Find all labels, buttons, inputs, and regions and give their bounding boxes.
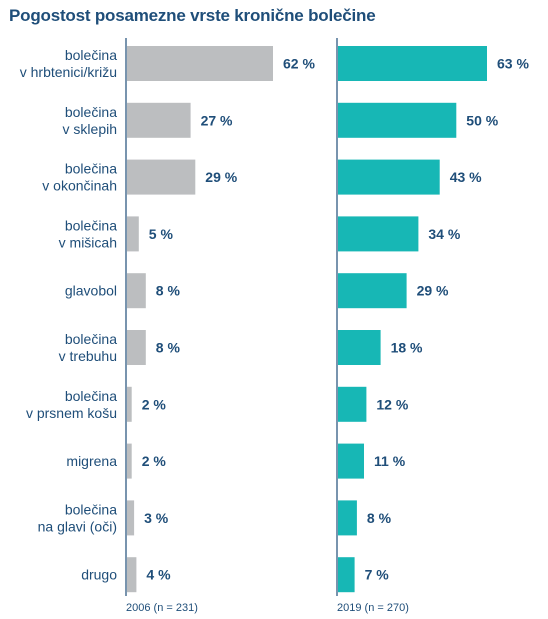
category-label-line: v okončinah <box>42 178 117 194</box>
value-label: 2 % <box>142 396 167 412</box>
category-label: glavobol <box>65 283 117 299</box>
value-label: 29 % <box>417 283 449 299</box>
category-label-line: bolečina <box>65 161 117 177</box>
bar-2006 <box>127 46 273 81</box>
value-label: 2 % <box>142 453 167 469</box>
panel-label-2006: 2006 (n = 231) <box>126 602 198 614</box>
panel-2006: 62 % 27 % 29 % 5 % 8 % 8 % 2 % 2 % 3 % 4 % 2006 (n… <box>125 38 315 614</box>
bar-2006 <box>127 386 132 422</box>
category-label-line: migrena <box>66 453 117 469</box>
bar-2019 <box>338 557 355 593</box>
category-label-line: v hrbtenici/križu <box>20 64 117 80</box>
panel-2019: 63 % 50 % 43 % 34 % 29 % 18 % 12 % 11 % 8 % 7 % 20… <box>336 38 529 614</box>
category-label-line: v mišicah <box>59 234 117 250</box>
value-label: 18 % <box>391 340 423 356</box>
value-label: 27 % <box>201 112 233 128</box>
value-label: 8 % <box>156 283 181 299</box>
bar-2006 <box>127 102 191 138</box>
category-label: bolečina v okončinah <box>42 161 117 194</box>
category-label-line: bolečina <box>65 501 117 517</box>
category-label-line: v trebuhu <box>59 348 117 364</box>
category-label-line: na glavi (oči) <box>38 518 117 534</box>
value-label: 50 % <box>466 112 498 128</box>
category-label: migrena <box>66 453 117 469</box>
category-label: bolečina v mišicah <box>59 217 118 250</box>
value-label: 5 % <box>149 226 174 242</box>
value-label: 11 % <box>374 453 406 469</box>
value-label: 63 % <box>497 56 529 72</box>
value-label: 29 % <box>205 169 237 185</box>
bar-2006 <box>127 330 146 365</box>
bar-2019 <box>338 386 367 422</box>
value-label: 34 % <box>428 226 460 242</box>
bar-2019 <box>338 500 357 536</box>
bar-2006 <box>127 557 137 593</box>
category-label-line: v sklepih <box>63 121 117 137</box>
bar-2006 <box>127 273 146 309</box>
value-label: 43 % <box>450 169 482 185</box>
category-label-line: bolečina <box>65 47 117 63</box>
value-label: 4 % <box>146 567 171 583</box>
category-label: bolečina v prsnem košu <box>26 388 117 421</box>
bar-2006 <box>127 159 196 195</box>
value-label: 3 % <box>144 510 169 526</box>
bar-2006 <box>127 500 135 536</box>
value-label: 7 % <box>365 567 390 583</box>
value-label: 62 % <box>283 56 315 72</box>
bar-2019 <box>338 443 364 479</box>
category-label-line: glavobol <box>65 283 117 299</box>
bar-2019 <box>338 216 419 252</box>
category-label: bolečina v hrbtenici/križu <box>20 47 117 80</box>
panel-label-2019: 2019 (n = 270) <box>337 602 409 614</box>
bar-2019 <box>338 330 381 365</box>
bar-2006 <box>127 443 132 479</box>
category-label: bolečina v sklepih <box>63 104 118 137</box>
category-label-line: bolečina <box>65 331 117 347</box>
value-label: 8 % <box>367 510 392 526</box>
bar-2019 <box>338 102 457 138</box>
value-label: 12 % <box>376 396 408 412</box>
category-label-line: drugo <box>81 567 117 583</box>
value-label: 8 % <box>156 340 181 356</box>
bar-2019 <box>338 46 487 81</box>
chart-title: Pogostost posamezne vrste kronične boleč… <box>9 6 376 25</box>
category-label: bolečina na glavi (oči) <box>38 501 118 534</box>
category-label-line: bolečina <box>65 388 117 404</box>
category-label: drugo <box>81 567 117 583</box>
bar-2019 <box>338 273 407 309</box>
category-label-line: v prsnem košu <box>26 405 117 421</box>
bar-2006 <box>127 216 139 252</box>
category-label: bolečina v trebuhu <box>59 331 118 364</box>
category-label-line: bolečina <box>65 217 117 233</box>
category-label-line: bolečina <box>65 104 117 120</box>
bar-2019 <box>338 159 440 195</box>
